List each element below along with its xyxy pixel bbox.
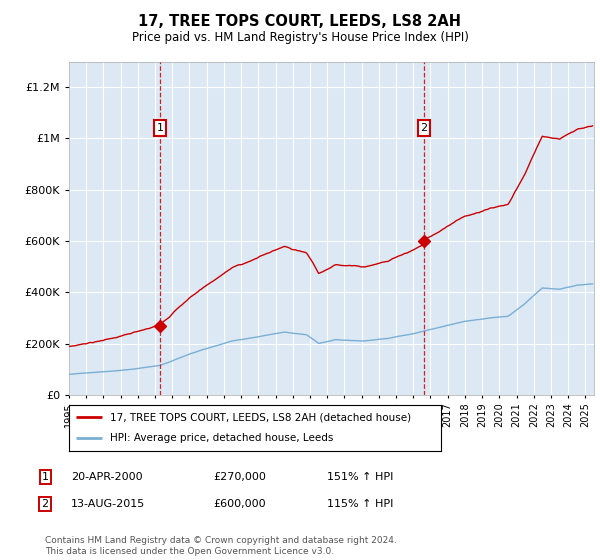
Text: 17, TREE TOPS COURT, LEEDS, LS8 2AH: 17, TREE TOPS COURT, LEEDS, LS8 2AH <box>139 14 461 29</box>
Text: Price paid vs. HM Land Registry's House Price Index (HPI): Price paid vs. HM Land Registry's House … <box>131 31 469 44</box>
Text: 13-AUG-2015: 13-AUG-2015 <box>71 499 145 509</box>
Text: 151% ↑ HPI: 151% ↑ HPI <box>327 472 394 482</box>
Text: 1: 1 <box>157 123 164 133</box>
Text: 17, TREE TOPS COURT, LEEDS, LS8 2AH (detached house): 17, TREE TOPS COURT, LEEDS, LS8 2AH (det… <box>110 412 411 422</box>
Text: 2: 2 <box>421 123 427 133</box>
Text: 1: 1 <box>41 472 49 482</box>
Text: 20-APR-2000: 20-APR-2000 <box>71 472 142 482</box>
Text: £270,000: £270,000 <box>213 472 266 482</box>
Text: HPI: Average price, detached house, Leeds: HPI: Average price, detached house, Leed… <box>110 433 333 444</box>
Text: £600,000: £600,000 <box>213 499 266 509</box>
Text: 115% ↑ HPI: 115% ↑ HPI <box>327 499 394 509</box>
Text: 2: 2 <box>41 499 49 509</box>
Text: Contains HM Land Registry data © Crown copyright and database right 2024.
This d: Contains HM Land Registry data © Crown c… <box>45 536 397 556</box>
